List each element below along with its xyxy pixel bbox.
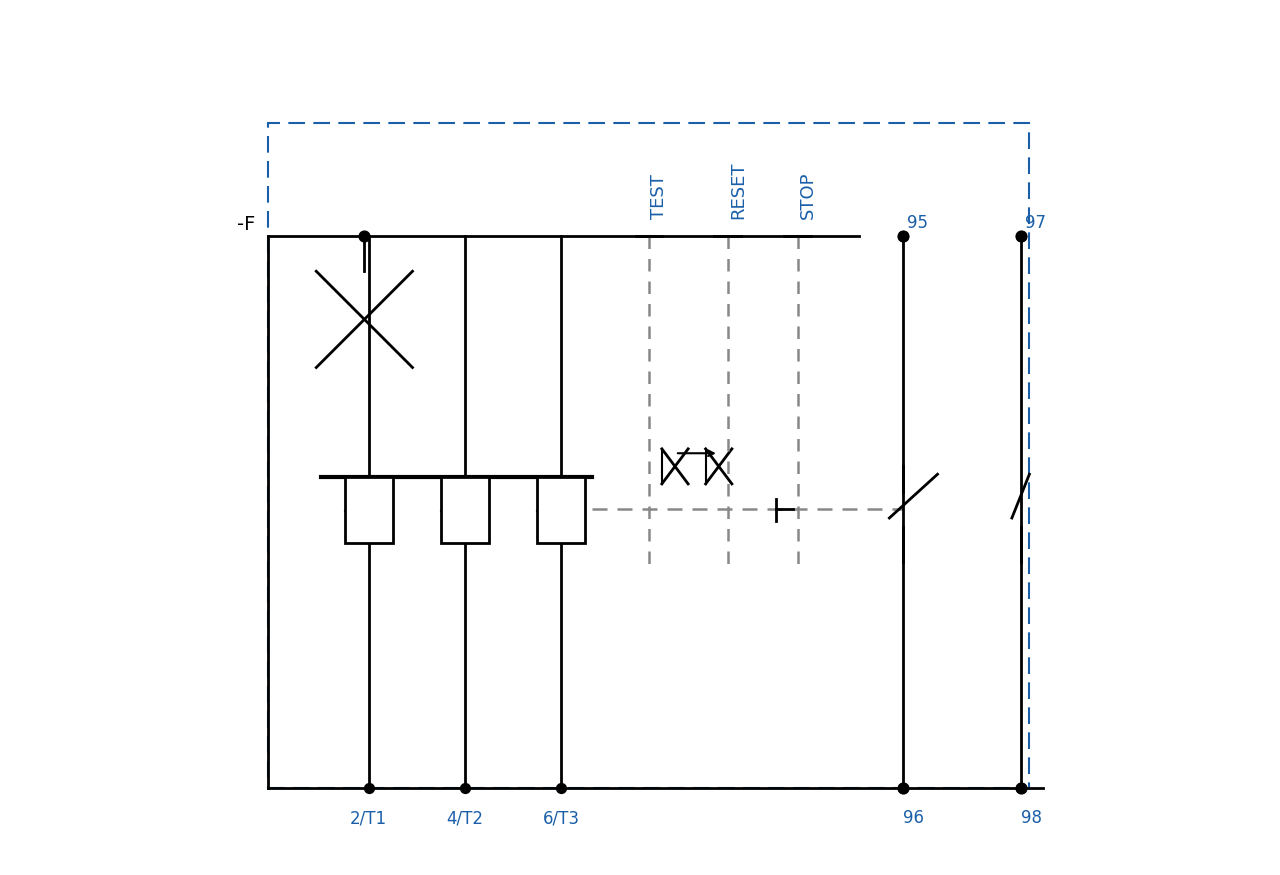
Text: 98: 98 xyxy=(1020,809,1042,828)
Point xyxy=(1010,780,1030,794)
Point xyxy=(892,780,913,794)
Point xyxy=(355,229,375,243)
Point xyxy=(1010,780,1030,794)
Point xyxy=(1010,229,1030,243)
Text: 2/T1: 2/T1 xyxy=(351,809,388,828)
Point xyxy=(892,780,913,794)
Text: 4/T2: 4/T2 xyxy=(447,809,484,828)
Text: RESET: RESET xyxy=(730,161,748,219)
Point xyxy=(892,229,913,243)
Point xyxy=(358,780,379,794)
Point xyxy=(550,780,571,794)
Text: 6/T3: 6/T3 xyxy=(543,809,580,828)
Text: 96: 96 xyxy=(902,809,923,828)
Bar xyxy=(440,477,489,542)
Text: -F: -F xyxy=(237,214,255,234)
Text: STOP: STOP xyxy=(799,172,817,219)
Point xyxy=(1010,229,1030,243)
Bar xyxy=(344,477,393,542)
Bar xyxy=(538,477,585,542)
Text: TEST: TEST xyxy=(650,174,668,219)
Text: 97: 97 xyxy=(1025,214,1046,232)
Bar xyxy=(268,123,1029,788)
Point xyxy=(454,780,475,794)
Point xyxy=(892,229,913,243)
Text: 95: 95 xyxy=(906,214,928,232)
